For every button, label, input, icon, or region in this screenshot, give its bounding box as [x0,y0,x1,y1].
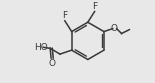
Text: HO: HO [34,43,48,52]
Text: F: F [92,2,97,11]
Text: O: O [49,60,56,68]
Text: F: F [62,11,67,20]
Text: O: O [110,24,117,33]
